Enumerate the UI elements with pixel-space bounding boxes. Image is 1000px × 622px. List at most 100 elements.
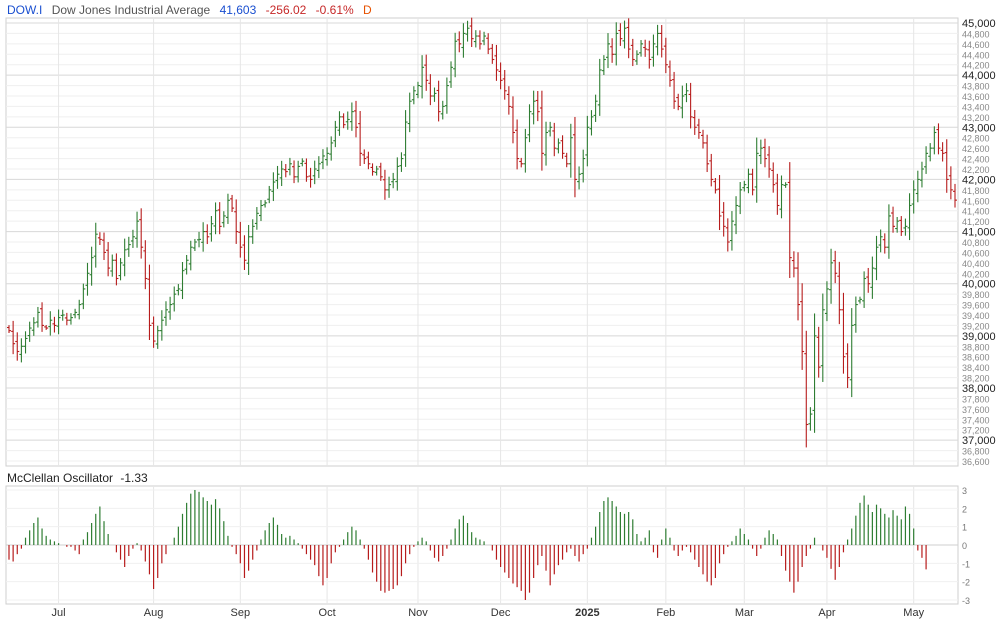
price-bar xyxy=(209,216,214,242)
symbol-label[interactable]: DOW.I xyxy=(7,3,43,17)
price-bar xyxy=(857,296,862,304)
price-bar xyxy=(688,82,693,129)
price-bar xyxy=(601,55,606,76)
price-tick-label: 37,400 xyxy=(962,415,990,425)
price-bar xyxy=(308,167,313,188)
price-bar xyxy=(126,236,131,257)
price-bar xyxy=(506,86,511,115)
price-bar xyxy=(709,153,714,187)
price-bar xyxy=(151,316,156,348)
price-bar xyxy=(325,147,330,166)
price-bar xyxy=(250,219,255,244)
price-bar xyxy=(362,149,367,164)
price-bar xyxy=(102,232,107,260)
price-bar xyxy=(639,40,644,57)
price-bar xyxy=(453,32,458,78)
price-bar xyxy=(771,162,776,193)
x-tick-label: Apr xyxy=(818,607,835,619)
price-bar xyxy=(23,331,28,354)
x-tick-label: Nov xyxy=(408,607,428,619)
price-bar xyxy=(816,326,821,378)
price-bar xyxy=(27,321,32,342)
price-bar xyxy=(387,176,392,198)
price-bar xyxy=(345,111,350,130)
price-tick-label: 39,200 xyxy=(962,321,990,331)
price-bar xyxy=(35,306,40,328)
x-tick-label: Jul xyxy=(52,607,66,619)
price-bar xyxy=(581,149,586,183)
price-bar xyxy=(304,158,309,182)
price-bar xyxy=(44,325,49,330)
price-bar xyxy=(824,281,829,322)
price-bar xyxy=(746,168,751,194)
price-bar xyxy=(717,175,722,231)
price-tick-label: 44,000 xyxy=(962,70,996,82)
price-bar xyxy=(676,93,681,111)
price-bar xyxy=(767,146,772,178)
price-tick-label: 44,400 xyxy=(962,50,990,60)
price-bar xyxy=(159,310,164,341)
price-bar xyxy=(672,71,677,109)
price-bar xyxy=(192,238,197,251)
price-bar xyxy=(878,229,883,253)
x-tick-label: Dec xyxy=(491,607,511,619)
price-bar xyxy=(597,58,602,116)
price-bar xyxy=(758,139,763,165)
price-bar xyxy=(713,177,718,194)
price-tick-label: 40,400 xyxy=(962,259,990,269)
price-bar xyxy=(948,166,953,200)
price-bar xyxy=(729,211,734,251)
price-tick-label: 38,000 xyxy=(962,383,996,395)
price-bar xyxy=(382,169,387,200)
price-bar xyxy=(254,207,259,230)
price-tick-label: 44,600 xyxy=(962,40,990,50)
price-bar xyxy=(812,313,817,433)
price-bar xyxy=(428,74,433,106)
price-bar xyxy=(292,160,297,184)
price-bar xyxy=(296,160,301,183)
price-tick-label: 40,800 xyxy=(962,238,990,248)
price-tick-label: 41,400 xyxy=(962,207,990,217)
price-bar xyxy=(928,143,933,162)
price-change: -256.02 xyxy=(265,3,307,17)
price-bar xyxy=(465,20,470,42)
price-bar xyxy=(316,156,321,179)
price-bar xyxy=(502,69,507,100)
price-bar xyxy=(7,325,11,333)
price-bar xyxy=(874,235,879,281)
price-tick-label: 38,400 xyxy=(962,363,990,373)
price-bar xyxy=(742,180,747,192)
price-bar xyxy=(862,271,867,308)
price-tick-label: 40,600 xyxy=(962,248,990,258)
x-tick-label: Sep xyxy=(231,607,251,619)
price-bar xyxy=(936,123,941,155)
price-bar xyxy=(473,30,478,48)
price-bar xyxy=(626,18,631,59)
price-bar xyxy=(135,211,140,248)
price-bar xyxy=(11,320,16,355)
price-bar xyxy=(370,163,375,176)
price-tick-label: 37,000 xyxy=(962,435,996,447)
price-bar xyxy=(866,267,871,293)
period-label[interactable]: D xyxy=(363,3,372,17)
price-bar xyxy=(114,253,119,286)
price-bar xyxy=(225,193,230,224)
price-bar xyxy=(48,311,53,336)
price-bar xyxy=(651,34,656,67)
price-bar xyxy=(829,248,834,304)
price-bar xyxy=(680,85,685,119)
price-bar xyxy=(139,208,144,259)
price-tick-label: 40,200 xyxy=(962,269,990,279)
oscillator-tick-label: 3 xyxy=(962,486,967,496)
price-bar xyxy=(886,204,891,259)
price-bar xyxy=(882,233,887,254)
price-bar xyxy=(230,194,235,212)
price-bar xyxy=(287,157,292,176)
price-bar xyxy=(143,240,148,290)
price-bar xyxy=(271,172,276,202)
price-tick-label: 39,800 xyxy=(962,290,990,300)
price-bar xyxy=(589,110,594,136)
price-bar xyxy=(531,90,536,125)
price-tick-label: 42,000 xyxy=(962,174,996,186)
